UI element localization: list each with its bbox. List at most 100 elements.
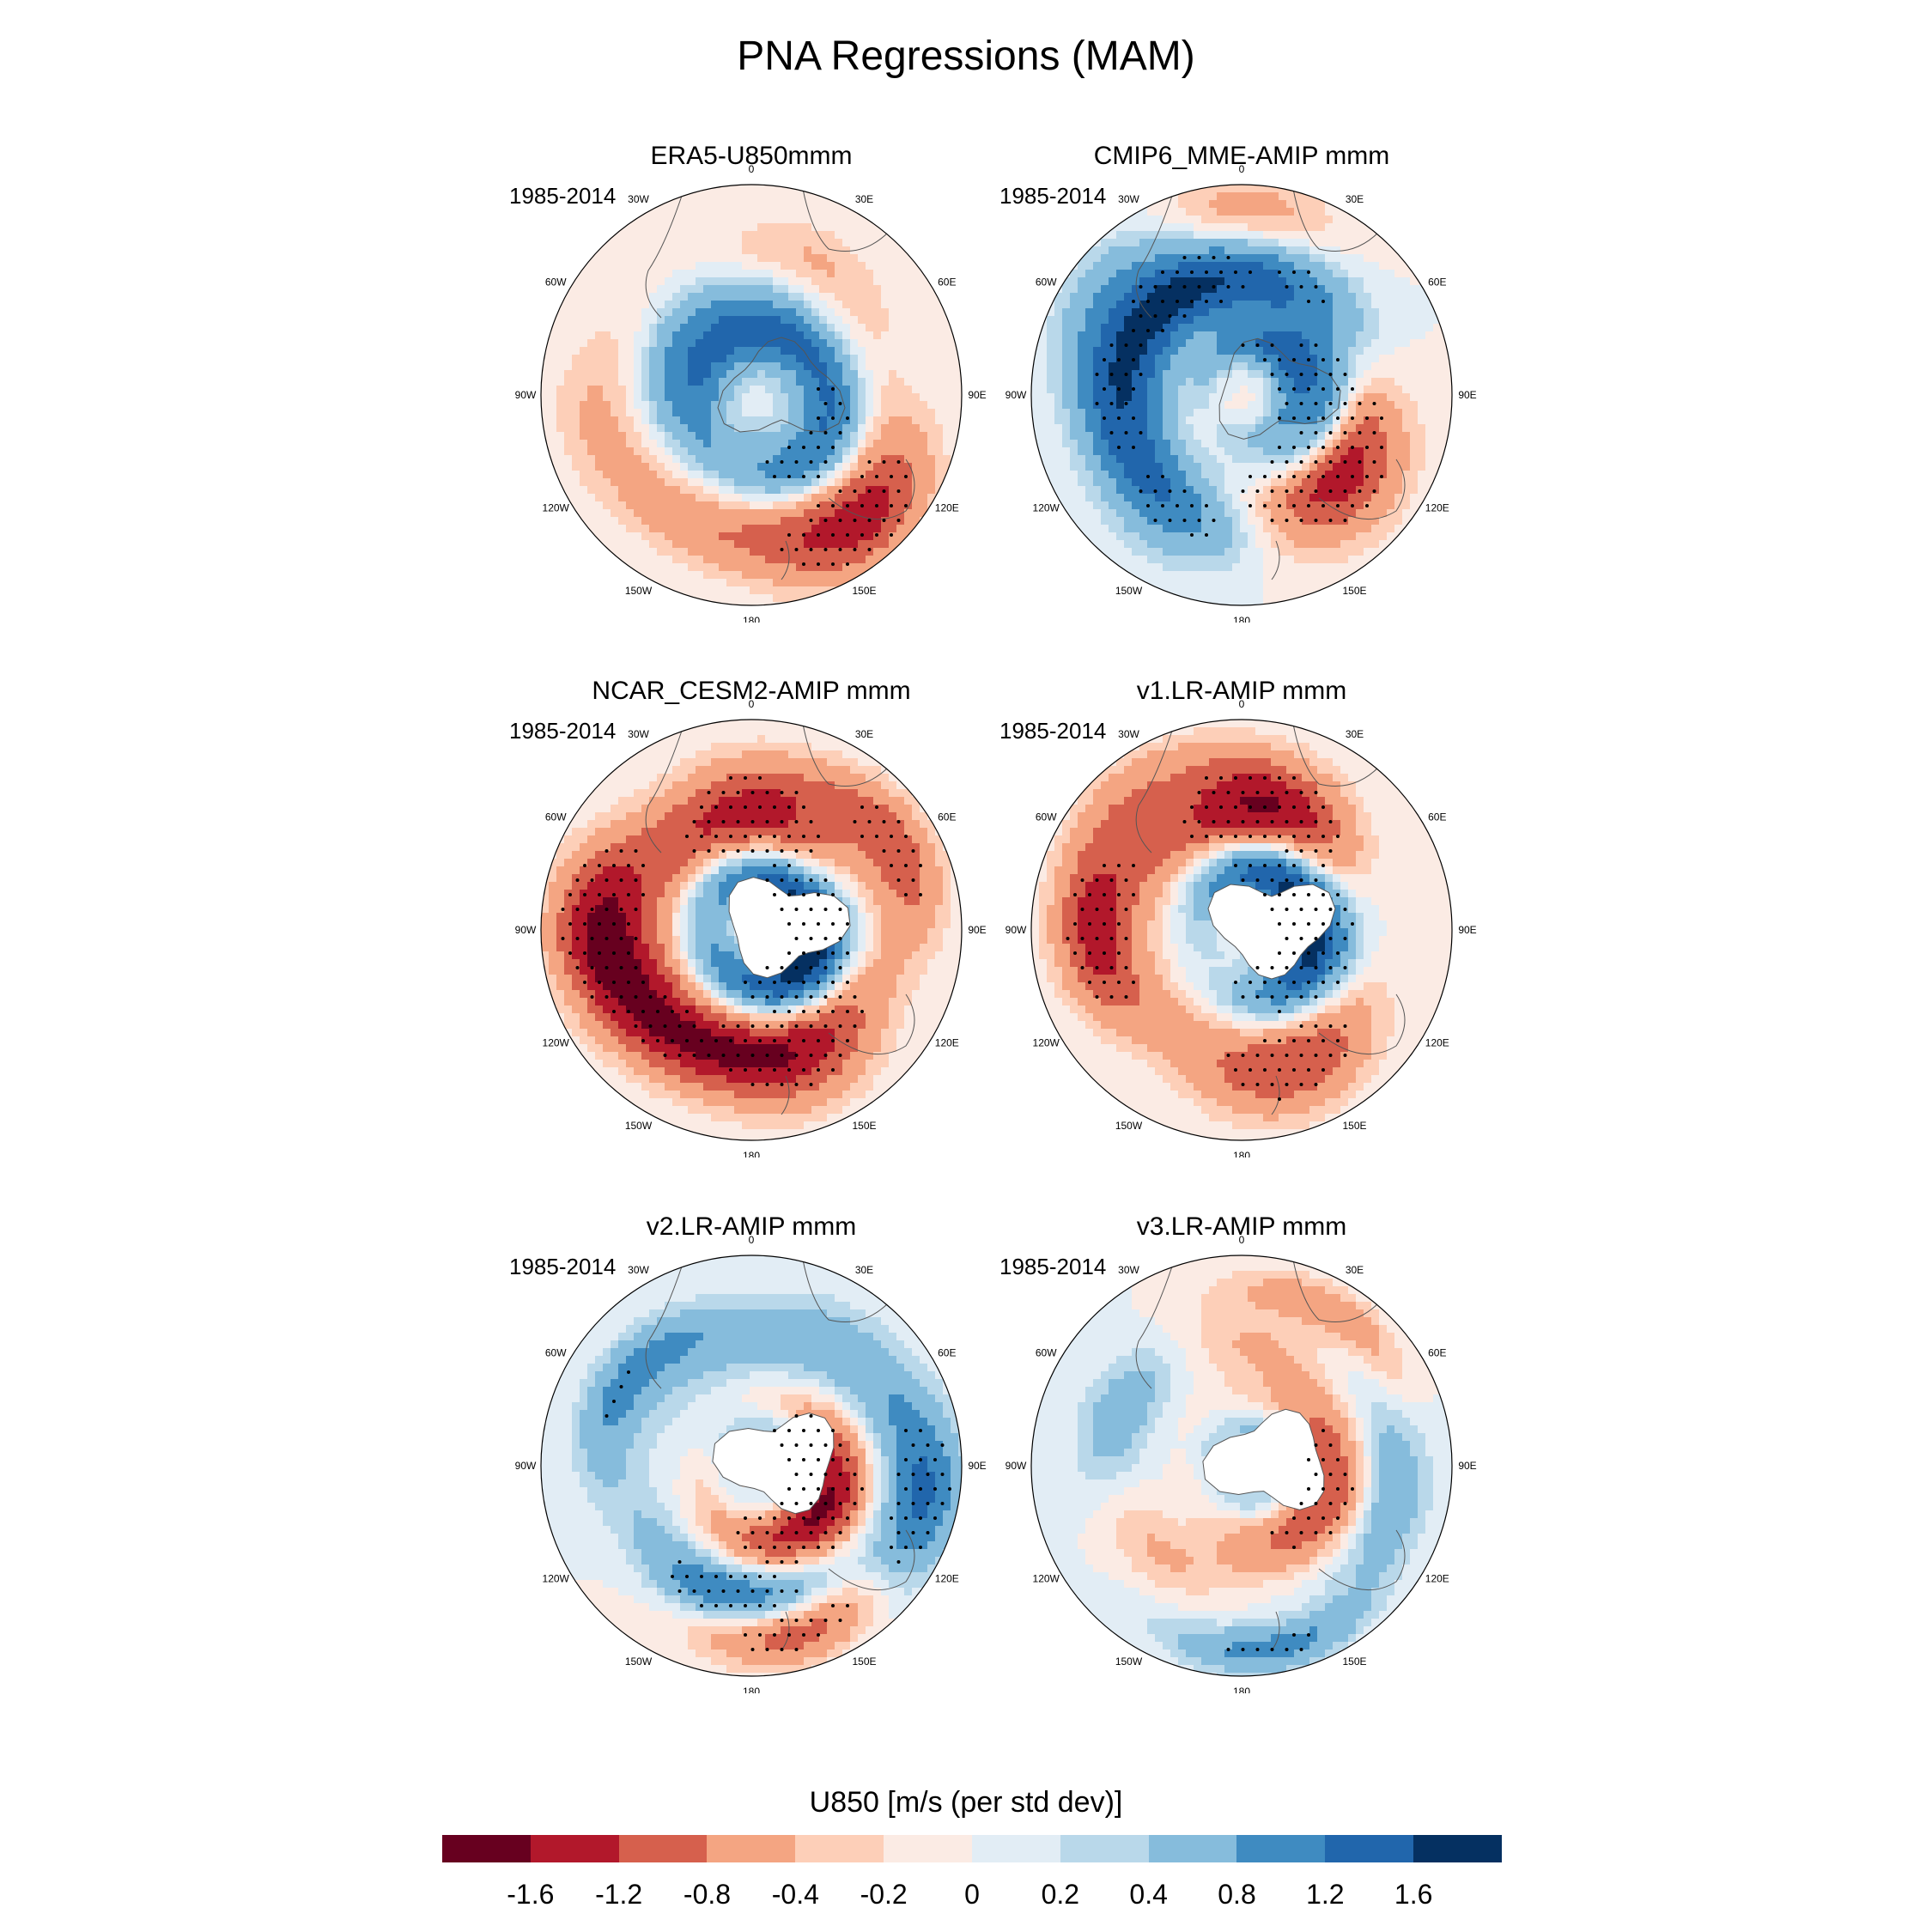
field-cell [657, 471, 665, 479]
field-cell [819, 347, 828, 355]
field-cell [765, 331, 774, 340]
field-cell [703, 509, 712, 518]
field-cell [580, 432, 588, 440]
field-cell [1132, 386, 1140, 394]
field-cell [1224, 185, 1233, 193]
field-cell [1232, 556, 1241, 564]
field-cell [873, 308, 882, 317]
field-cell [1240, 231, 1249, 240]
field-cell [827, 393, 835, 402]
field-cell [1371, 424, 1380, 433]
field-cell [726, 517, 735, 526]
field-cell [1217, 285, 1225, 294]
field-cell [866, 509, 874, 518]
field-cell [1379, 324, 1388, 332]
field-cell [665, 200, 673, 209]
field-cell [757, 401, 766, 410]
field-cell [1209, 324, 1218, 332]
field-cell [920, 293, 928, 301]
field-cell [1433, 463, 1442, 471]
field-cell [1394, 262, 1403, 270]
field-cell [866, 393, 874, 402]
field-cell [1101, 471, 1109, 479]
field-cell [657, 347, 665, 355]
field-cell [726, 246, 735, 255]
field-cell [1402, 517, 1411, 526]
field-cell [734, 316, 743, 325]
longitude-label: 150E [852, 585, 876, 597]
field-cell [672, 370, 681, 379]
field-cell [1425, 432, 1434, 440]
field-cell [1232, 208, 1241, 216]
field-cell [1371, 254, 1380, 263]
field-cell [796, 509, 805, 518]
field-cell [1116, 478, 1125, 487]
field-cell [1294, 540, 1303, 549]
field-cell [1186, 525, 1194, 533]
field-cell [1170, 301, 1179, 309]
field-cell [1302, 586, 1310, 595]
field-cell [1201, 440, 1210, 448]
field-cell [1217, 409, 1225, 417]
field-cell [788, 262, 797, 270]
field-cell [1101, 370, 1109, 379]
field-cell [850, 525, 859, 533]
field-cell [734, 432, 743, 440]
field-cell [866, 556, 874, 564]
field-cell [603, 262, 611, 270]
field-cell [1224, 416, 1233, 425]
field-cell [889, 231, 897, 240]
field-cell [1232, 571, 1241, 580]
field-cell [1201, 579, 1210, 587]
field-cell [765, 556, 774, 564]
field-cell [703, 416, 712, 425]
field-cell [773, 409, 781, 417]
field-cell [904, 362, 913, 371]
field-cell [1147, 486, 1156, 495]
significance-dot [831, 562, 835, 566]
field-cell [1124, 455, 1133, 464]
field-cell [1333, 432, 1341, 440]
field-cell [1364, 416, 1372, 425]
field-cell [781, 324, 789, 332]
field-cell [1286, 455, 1295, 464]
field-cell [1340, 393, 1349, 402]
field-cell [1402, 393, 1411, 402]
field-cell [927, 370, 936, 379]
field-cell [672, 571, 681, 580]
field-cell [781, 185, 789, 193]
field-cell [896, 409, 905, 417]
field-cell [649, 416, 658, 425]
field-cell [889, 277, 897, 286]
field-cell [1093, 440, 1102, 448]
field-cell [657, 494, 665, 502]
field-cell [1449, 432, 1452, 440]
field-cell [1217, 509, 1225, 518]
field-cell [757, 386, 766, 394]
field-cell [742, 347, 750, 355]
field-cell [943, 409, 951, 417]
field-cell [649, 362, 658, 371]
field-cell [1325, 262, 1334, 270]
field-cell [1441, 432, 1449, 440]
field-cell [750, 586, 758, 595]
field-cell [1139, 393, 1148, 402]
field-cell [580, 331, 588, 340]
field-cell [765, 447, 774, 456]
field-cell [1070, 254, 1078, 263]
field-cell [1062, 339, 1071, 348]
field-cell [711, 208, 720, 216]
field-cell [1178, 200, 1187, 209]
field-cell [1093, 517, 1102, 526]
field-cell [1139, 525, 1148, 533]
field-cell [1139, 509, 1148, 518]
field-cell [920, 478, 928, 487]
field-cell [572, 416, 580, 425]
field-cell [1101, 246, 1109, 255]
field-cell [1255, 432, 1264, 440]
field-cell [757, 285, 766, 294]
field-cell [1085, 509, 1094, 518]
field-cell [703, 231, 712, 240]
field-cell [1263, 540, 1272, 549]
